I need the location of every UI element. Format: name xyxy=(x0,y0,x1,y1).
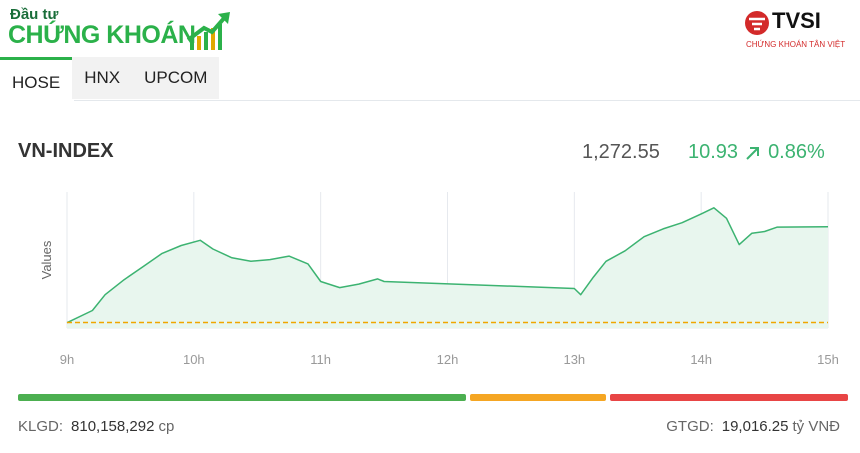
tabs-divider xyxy=(74,100,860,101)
index-change-percent: 0.86% xyxy=(768,141,825,163)
x-tick-label: 15h xyxy=(817,352,839,367)
tvsi-logo-icon xyxy=(745,11,769,35)
series-area xyxy=(67,207,828,328)
logo-tvsi[interactable]: TVSI CHỨNG KHOÁN TÂN VIỆT xyxy=(742,8,852,54)
index-change-points: 10.93 xyxy=(688,141,739,163)
x-tick-label: 10h xyxy=(183,352,205,367)
volume-label: KLGD: xyxy=(18,418,64,435)
index-change: 10.93 0.86% xyxy=(688,141,825,164)
logo-top-text: Đầu tư xyxy=(10,6,59,23)
x-tick-label: 13h xyxy=(563,352,585,367)
volume-unit: cp xyxy=(158,418,175,435)
index-name: VN-INDEX xyxy=(18,140,114,162)
logo-subtitle-text: CHỨNG KHOÁN TÂN VIỆT xyxy=(746,40,846,49)
breadth-segment-unchanged xyxy=(469,394,606,401)
exchange-tabs: HOSE HNX UPCOM xyxy=(0,57,220,101)
turnover-label: GTGD: xyxy=(666,418,714,435)
tab-hnx[interactable]: HNX xyxy=(72,57,133,99)
volume-value: 810,158,292 xyxy=(71,418,155,435)
tab-upcom[interactable]: UPCOM xyxy=(132,57,220,99)
turnover-stat: GTGD: 19,016.25 tỷ VNĐ xyxy=(666,418,840,435)
index-value: 1,272.55 xyxy=(582,141,660,163)
turnover-unit: tỷ VNĐ xyxy=(792,418,840,435)
y-axis-label: Values xyxy=(39,240,54,279)
breadth-segment-advancing xyxy=(18,394,466,401)
market-breadth-bar xyxy=(18,394,848,401)
arrow-up-right-icon xyxy=(746,146,760,160)
x-tick-label: 9h xyxy=(60,352,74,367)
x-tick-label: 12h xyxy=(437,352,459,367)
tab-hose[interactable]: HOSE xyxy=(0,57,73,101)
logo-brand-text: TVSI xyxy=(772,8,821,33)
growth-chart-icon xyxy=(186,12,230,50)
series-line xyxy=(66,207,829,324)
logo-dau-tu-chung-khoan[interactable]: Đầu tư CHỨNG KHOÁN xyxy=(8,6,238,52)
logo-main-text: CHỨNG KHOÁN xyxy=(8,21,196,49)
x-tick-label: 14h xyxy=(690,352,712,367)
turnover-value: 19,016.25 xyxy=(721,418,789,435)
intraday-index-chart[interactable]: 9h 10h 11h 12h 13h 14h 15h Values xyxy=(0,180,860,375)
volume-stat: KLGD: 810,158,292 cp xyxy=(18,418,174,435)
breadth-segment-declining xyxy=(609,394,848,401)
x-tick-label: 11h xyxy=(310,352,331,367)
